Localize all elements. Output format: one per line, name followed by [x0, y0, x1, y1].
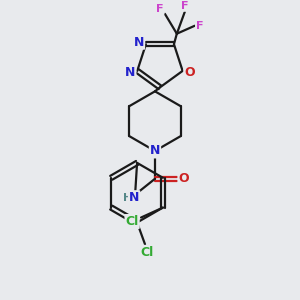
Text: F: F	[196, 21, 203, 31]
Text: N: N	[129, 191, 139, 204]
Text: Cl: Cl	[125, 215, 139, 228]
Text: N: N	[150, 145, 160, 158]
Text: F: F	[181, 1, 188, 11]
Text: O: O	[178, 172, 189, 185]
Text: F: F	[156, 4, 164, 14]
Text: N: N	[125, 66, 136, 80]
Text: O: O	[184, 66, 195, 80]
Text: H: H	[122, 193, 132, 203]
Text: Cl: Cl	[140, 246, 154, 259]
Text: N: N	[134, 36, 144, 49]
